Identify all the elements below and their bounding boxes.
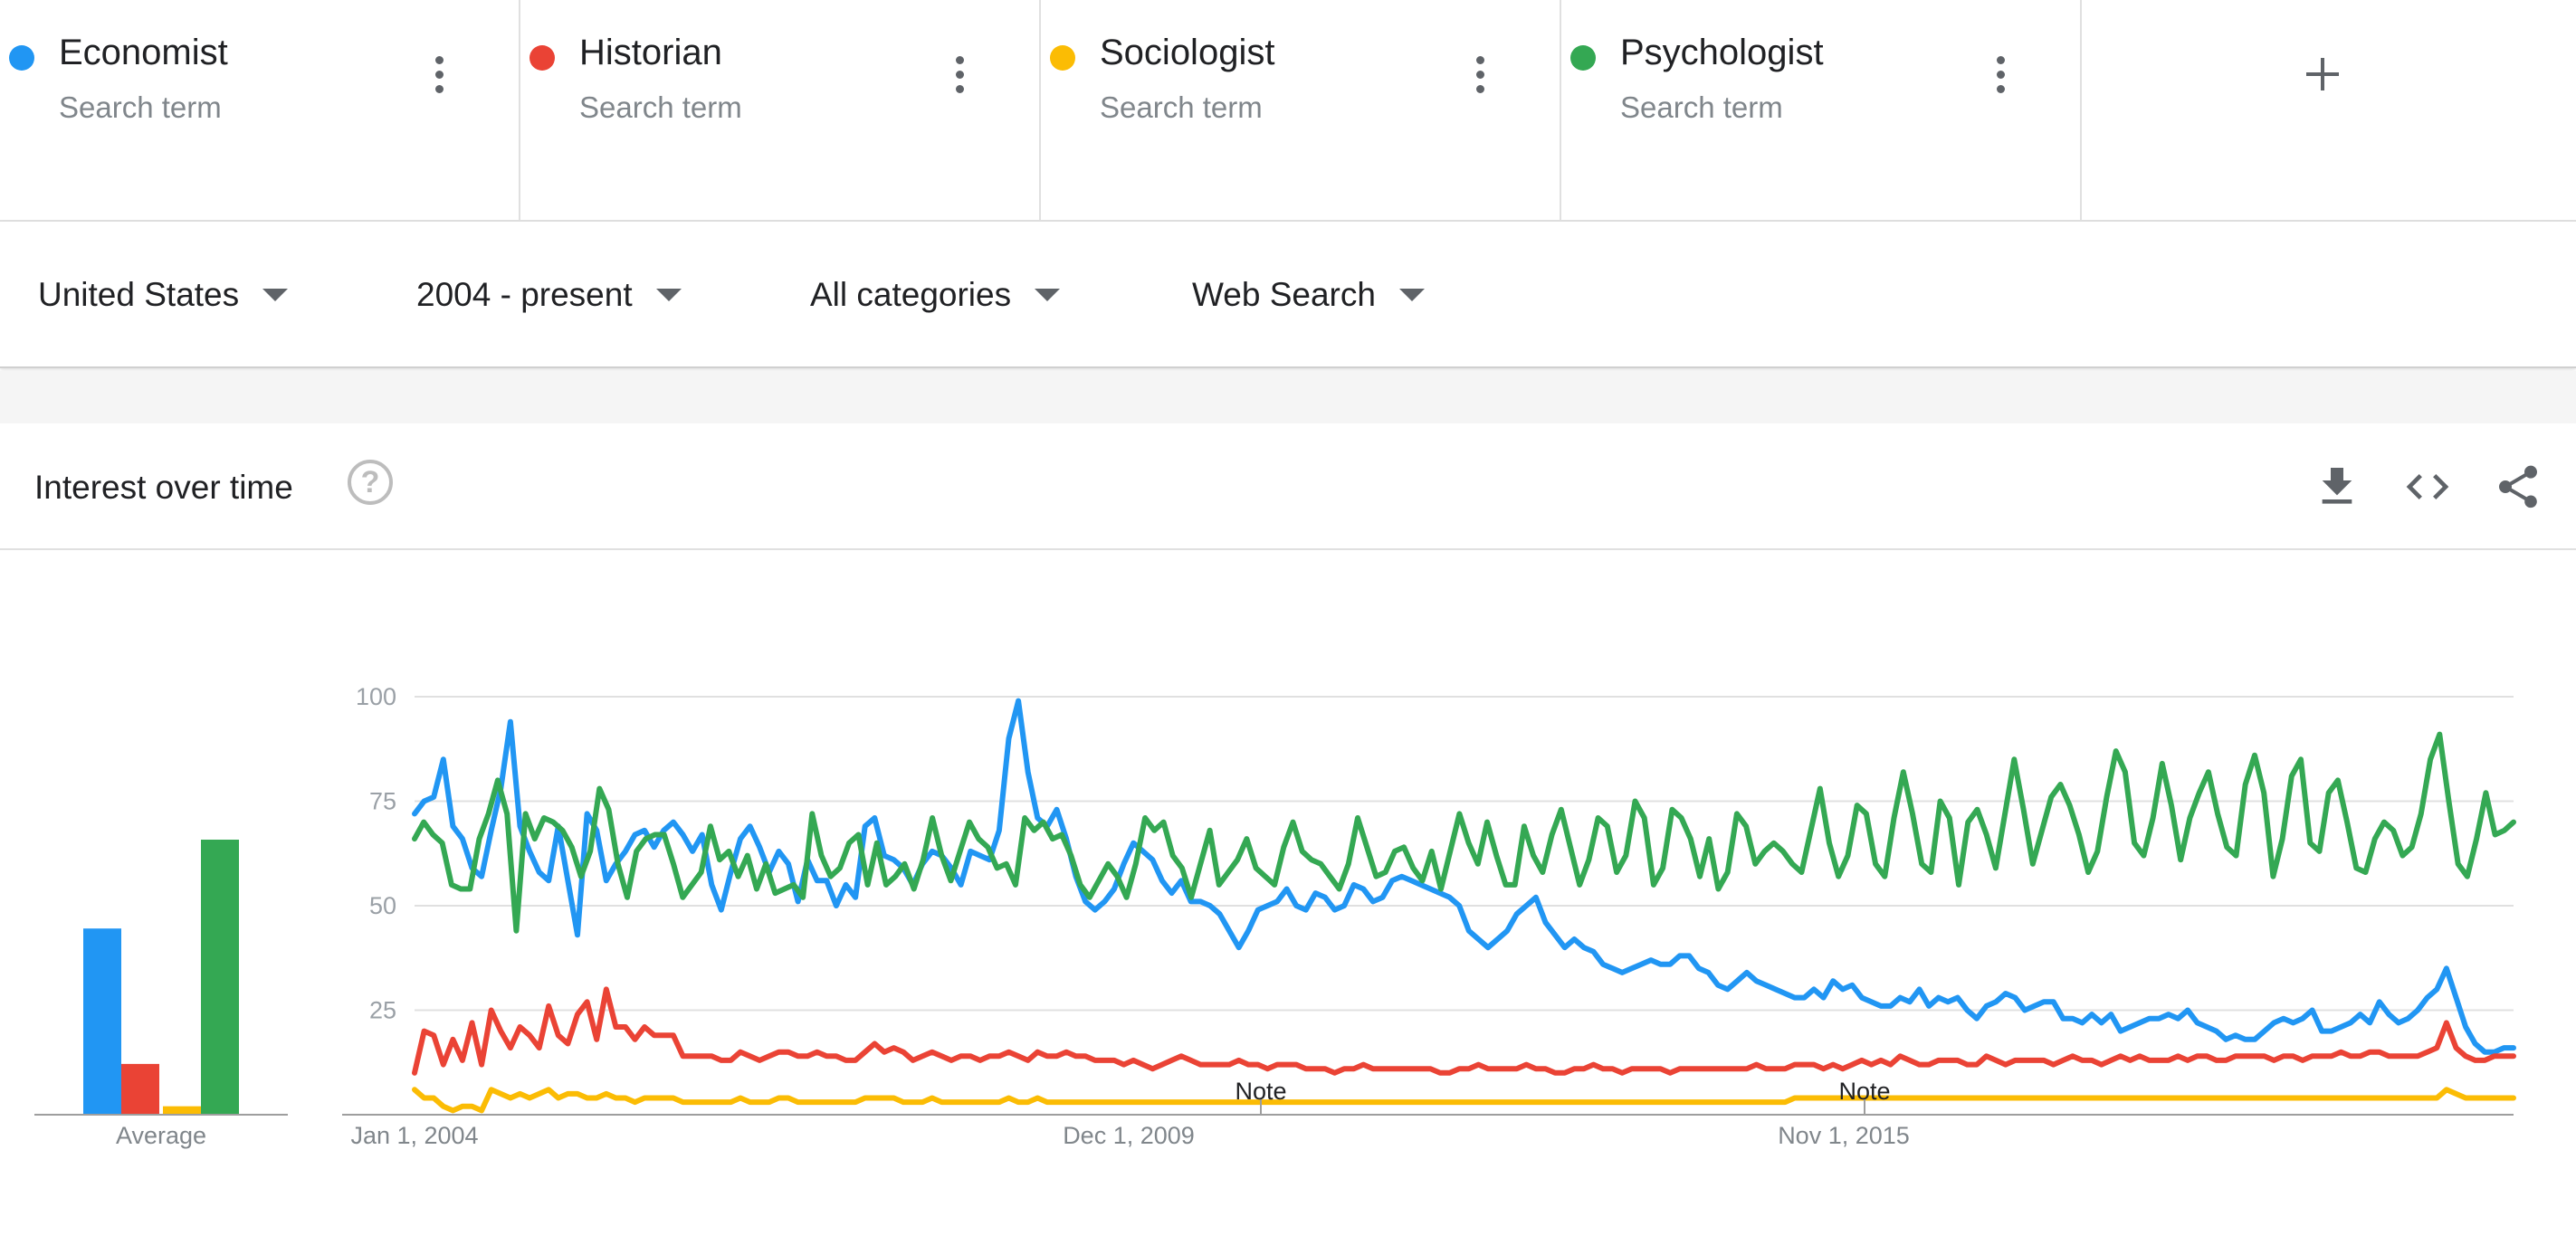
dropdown-arrow-icon bbox=[655, 289, 682, 301]
category-filter-label: All categories bbox=[810, 276, 1012, 313]
term-name: Historian bbox=[579, 33, 722, 72]
time-filter[interactable]: 2004 - present bbox=[416, 276, 682, 314]
card-title: Interest over time bbox=[34, 469, 293, 506]
y-tick-label: 100 bbox=[356, 683, 396, 710]
search-terms-bar: Economist Search term Historian Search t… bbox=[0, 0, 2576, 222]
term-card-psychologist[interactable]: Psychologist Search term bbox=[1561, 0, 2082, 220]
series-lines bbox=[412, 698, 2516, 1114]
term-subtitle: Search term bbox=[1620, 90, 1783, 124]
interest-over-time-chart: Average 100 75 50 25 Jan 1, 2004 Dec 1, 2009… bbox=[0, 552, 2576, 1240]
more-vert-icon[interactable] bbox=[1466, 56, 1493, 100]
y-tick-labels: 100 75 50 25 bbox=[356, 683, 396, 1024]
interest-card-header: Interest over time ? bbox=[0, 423, 2576, 550]
term-card-sociologist[interactable]: Sociologist Search term bbox=[1041, 0, 1561, 220]
series-line-sociologist bbox=[412, 1087, 2516, 1114]
series-color-dot bbox=[1570, 45, 1596, 71]
term-card-economist[interactable]: Economist Search term bbox=[0, 0, 520, 220]
average-bar-historian bbox=[121, 1063, 159, 1115]
average-bar-psychologist bbox=[201, 840, 239, 1115]
add-term-area[interactable] bbox=[2082, 0, 2576, 220]
average-bar-sociologist bbox=[163, 1106, 201, 1115]
dropdown-arrow-icon bbox=[262, 289, 289, 301]
region-filter-label: United States bbox=[38, 276, 240, 313]
note-label: Note bbox=[1235, 1078, 1286, 1105]
series-color-dot bbox=[1050, 45, 1075, 71]
dropdown-arrow-icon bbox=[1035, 289, 1061, 301]
more-vert-icon[interactable] bbox=[425, 56, 453, 100]
term-name: Psychologist bbox=[1620, 33, 1824, 72]
x-tick-label: Dec 1, 2009 bbox=[1063, 1122, 1195, 1149]
chart-notes: Note Note bbox=[1235, 1078, 1891, 1115]
series-line-historian bbox=[412, 986, 2516, 1076]
series-line-psychologist bbox=[412, 731, 2516, 934]
average-label: Average bbox=[116, 1122, 206, 1149]
note-label: Note bbox=[1838, 1078, 1890, 1105]
section-separator bbox=[0, 371, 2576, 423]
gridlines bbox=[342, 696, 2514, 1116]
term-name: Economist bbox=[59, 33, 228, 72]
category-filter[interactable]: All categories bbox=[810, 276, 1061, 314]
more-vert-icon[interactable] bbox=[1987, 56, 2014, 100]
share-icon[interactable] bbox=[2493, 461, 2543, 512]
x-tick-labels: Jan 1, 2004 Dec 1, 2009 Nov 1, 2015 bbox=[350, 1122, 1909, 1149]
help-icon[interactable]: ? bbox=[348, 460, 393, 505]
average-bar-economist bbox=[83, 928, 121, 1115]
x-tick-label: Nov 1, 2015 bbox=[1778, 1122, 1910, 1149]
term-subtitle: Search term bbox=[1100, 90, 1263, 124]
term-subtitle: Search term bbox=[579, 90, 742, 124]
y-tick-label: 25 bbox=[369, 997, 396, 1024]
y-tick-label: 50 bbox=[369, 892, 396, 919]
property-filter[interactable]: Web Search bbox=[1192, 276, 1425, 314]
plus-icon[interactable] bbox=[2304, 56, 2341, 92]
embed-code-icon[interactable] bbox=[2402, 461, 2453, 512]
x-tick-label: Jan 1, 2004 bbox=[350, 1122, 478, 1149]
filter-bar: United States 2004 - present All categor… bbox=[0, 222, 2576, 368]
series-color-dot bbox=[530, 45, 555, 71]
chart-canvas: Average 100 75 50 25 Jan 1, 2004 Dec 1, 2009… bbox=[34, 683, 2516, 1149]
download-icon[interactable] bbox=[2312, 461, 2362, 512]
y-tick-label: 75 bbox=[369, 788, 396, 815]
time-filter-label: 2004 - present bbox=[416, 276, 633, 313]
property-filter-label: Web Search bbox=[1192, 276, 1376, 313]
term-name: Sociologist bbox=[1100, 33, 1275, 72]
term-card-historian[interactable]: Historian Search term bbox=[520, 0, 1041, 220]
average-bars: Average bbox=[34, 840, 288, 1149]
region-filter[interactable]: United States bbox=[38, 276, 289, 314]
series-line-economist bbox=[412, 698, 2516, 1055]
dropdown-arrow-icon bbox=[1398, 289, 1425, 301]
more-vert-icon[interactable] bbox=[946, 56, 973, 100]
term-subtitle: Search term bbox=[59, 90, 222, 124]
series-color-dot bbox=[9, 45, 34, 71]
